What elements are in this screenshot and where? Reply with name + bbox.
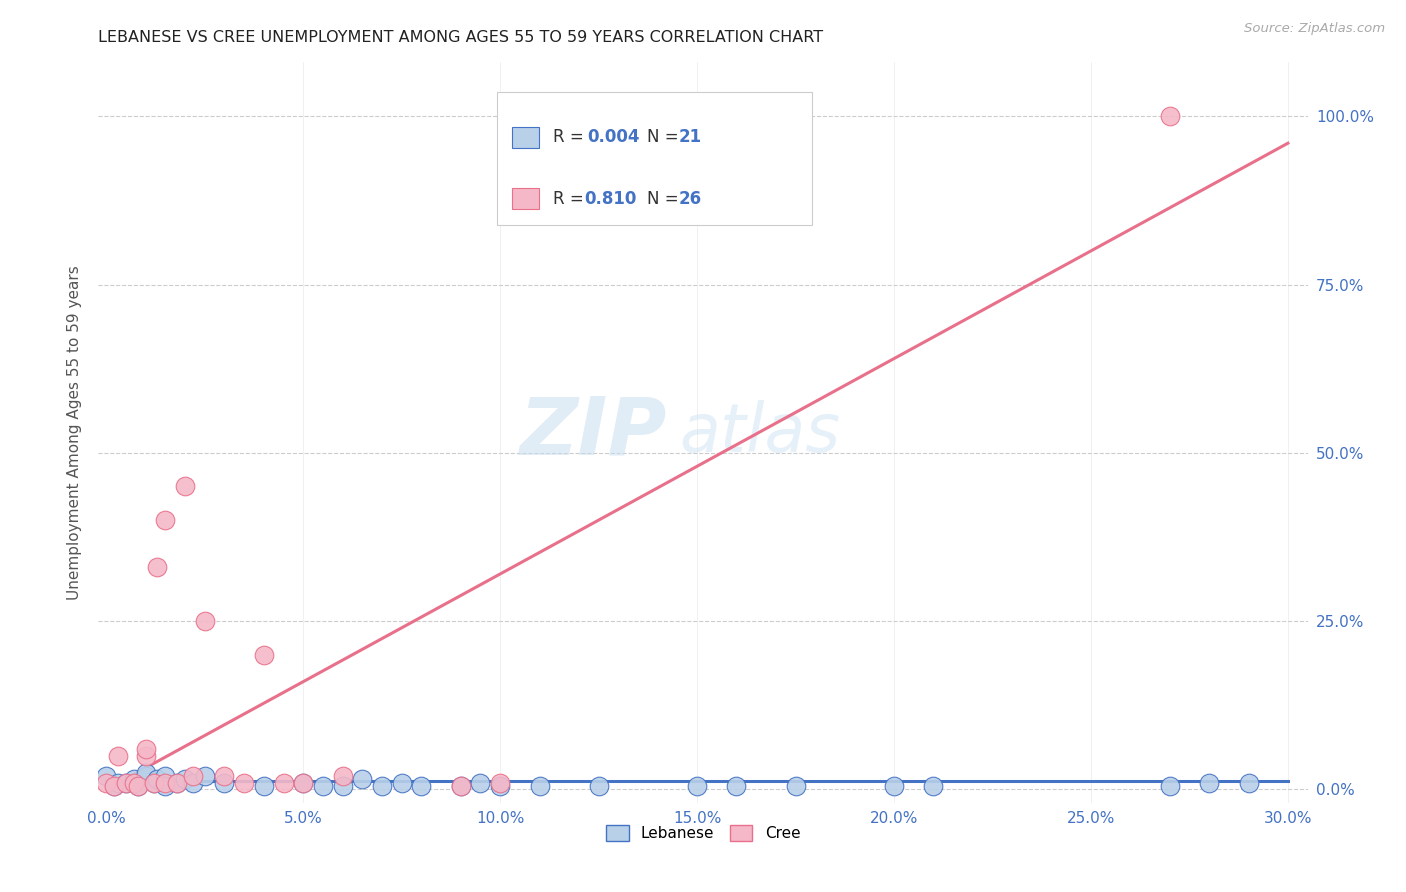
Point — [292, 775, 315, 789]
Point — [391, 775, 413, 789]
Point — [470, 775, 492, 789]
Point — [122, 772, 145, 787]
FancyBboxPatch shape — [512, 188, 538, 210]
Point — [96, 769, 118, 783]
Legend: Lebanese, Cree: Lebanese, Cree — [599, 819, 807, 847]
Point — [253, 779, 276, 793]
Point — [181, 769, 204, 783]
Text: 0.004: 0.004 — [586, 128, 640, 146]
Text: 0.810: 0.810 — [585, 190, 637, 208]
Point — [135, 748, 157, 763]
Point — [214, 769, 236, 783]
Point — [292, 775, 315, 789]
Point — [135, 769, 157, 783]
Point — [166, 775, 188, 789]
Point — [181, 775, 204, 789]
Point — [233, 775, 256, 789]
Point — [450, 779, 472, 793]
Point — [529, 779, 551, 793]
Text: N =: N = — [647, 190, 685, 208]
Point — [922, 779, 945, 793]
Point — [194, 769, 217, 783]
Point — [1198, 775, 1220, 789]
Point — [686, 779, 709, 793]
Point — [1159, 779, 1181, 793]
Text: 21: 21 — [679, 128, 702, 146]
Point — [194, 614, 217, 628]
Text: R =: R = — [553, 190, 589, 208]
Point — [135, 765, 157, 780]
Point — [489, 779, 512, 793]
Point — [96, 775, 118, 789]
Point — [107, 775, 129, 789]
Point — [174, 772, 197, 787]
Point — [122, 775, 145, 789]
Point — [1159, 109, 1181, 123]
Point — [214, 775, 236, 789]
Point — [155, 779, 177, 793]
Point — [411, 779, 433, 793]
Text: LEBANESE VS CREE UNEMPLOYMENT AMONG AGES 55 TO 59 YEARS CORRELATION CHART: LEBANESE VS CREE UNEMPLOYMENT AMONG AGES… — [98, 29, 824, 45]
Text: 26: 26 — [679, 190, 702, 208]
Point — [146, 772, 169, 787]
Point — [166, 775, 188, 789]
Text: Source: ZipAtlas.com: Source: ZipAtlas.com — [1244, 22, 1385, 36]
Point — [103, 779, 125, 793]
Point — [146, 560, 169, 574]
Point — [155, 513, 177, 527]
Point — [883, 779, 905, 793]
Point — [273, 775, 295, 789]
Point — [115, 775, 138, 789]
Point — [725, 779, 748, 793]
Point — [371, 779, 394, 793]
Point — [1237, 775, 1260, 789]
Y-axis label: Unemployment Among Ages 55 to 59 years: Unemployment Among Ages 55 to 59 years — [67, 265, 83, 600]
Point — [107, 748, 129, 763]
Point — [155, 775, 177, 789]
Point — [312, 779, 335, 793]
Point — [127, 779, 149, 793]
Point — [450, 779, 472, 793]
Point — [332, 769, 354, 783]
Text: R =: R = — [553, 128, 589, 146]
Point — [352, 772, 374, 787]
Point — [489, 775, 512, 789]
Point — [115, 775, 138, 789]
Text: atlas: atlas — [679, 400, 839, 466]
Point — [588, 779, 610, 793]
FancyBboxPatch shape — [498, 92, 811, 226]
Point — [142, 775, 165, 789]
Point — [253, 648, 276, 662]
Point — [174, 479, 197, 493]
Point — [785, 779, 807, 793]
Point — [135, 742, 157, 756]
Text: ZIP: ZIP — [519, 393, 666, 472]
Text: N =: N = — [647, 128, 685, 146]
FancyBboxPatch shape — [512, 127, 538, 148]
Point — [332, 779, 354, 793]
Point — [103, 779, 125, 793]
Point — [155, 769, 177, 783]
Point — [142, 775, 165, 789]
Point — [127, 779, 149, 793]
